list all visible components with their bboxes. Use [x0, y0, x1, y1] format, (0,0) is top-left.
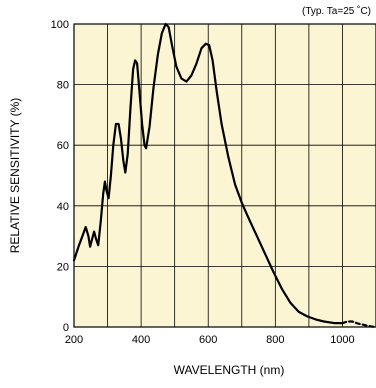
y-axis-label: RELATIVE SENSITIVITY (%)	[8, 98, 22, 254]
x-tick-label: 800	[266, 334, 284, 346]
x-tick-label: 400	[132, 334, 150, 346]
plot-area	[74, 24, 376, 327]
series-line	[72, 22, 344, 325]
x-tick-label: 1000	[330, 334, 354, 346]
y-tick-label: 60	[57, 140, 69, 152]
y-tick-label: 0	[63, 322, 69, 334]
condition-note: (Typ. Ta=25 ˚C)	[302, 5, 371, 17]
plot-frame	[73, 23, 376, 328]
tick-labels: 0 20 40 60 80 100 200 400 600 800 1000	[51, 19, 355, 346]
y-tick-label: 40	[57, 201, 69, 213]
x-axis-label: WAVELENGTH (nm)	[174, 363, 285, 377]
y-tick-label: 80	[57, 80, 69, 92]
y-tick-label: 20	[57, 261, 69, 273]
x-tick-label: 200	[65, 334, 83, 346]
y-tick-label: 100	[51, 19, 69, 31]
x-tick-label: 600	[199, 334, 217, 346]
